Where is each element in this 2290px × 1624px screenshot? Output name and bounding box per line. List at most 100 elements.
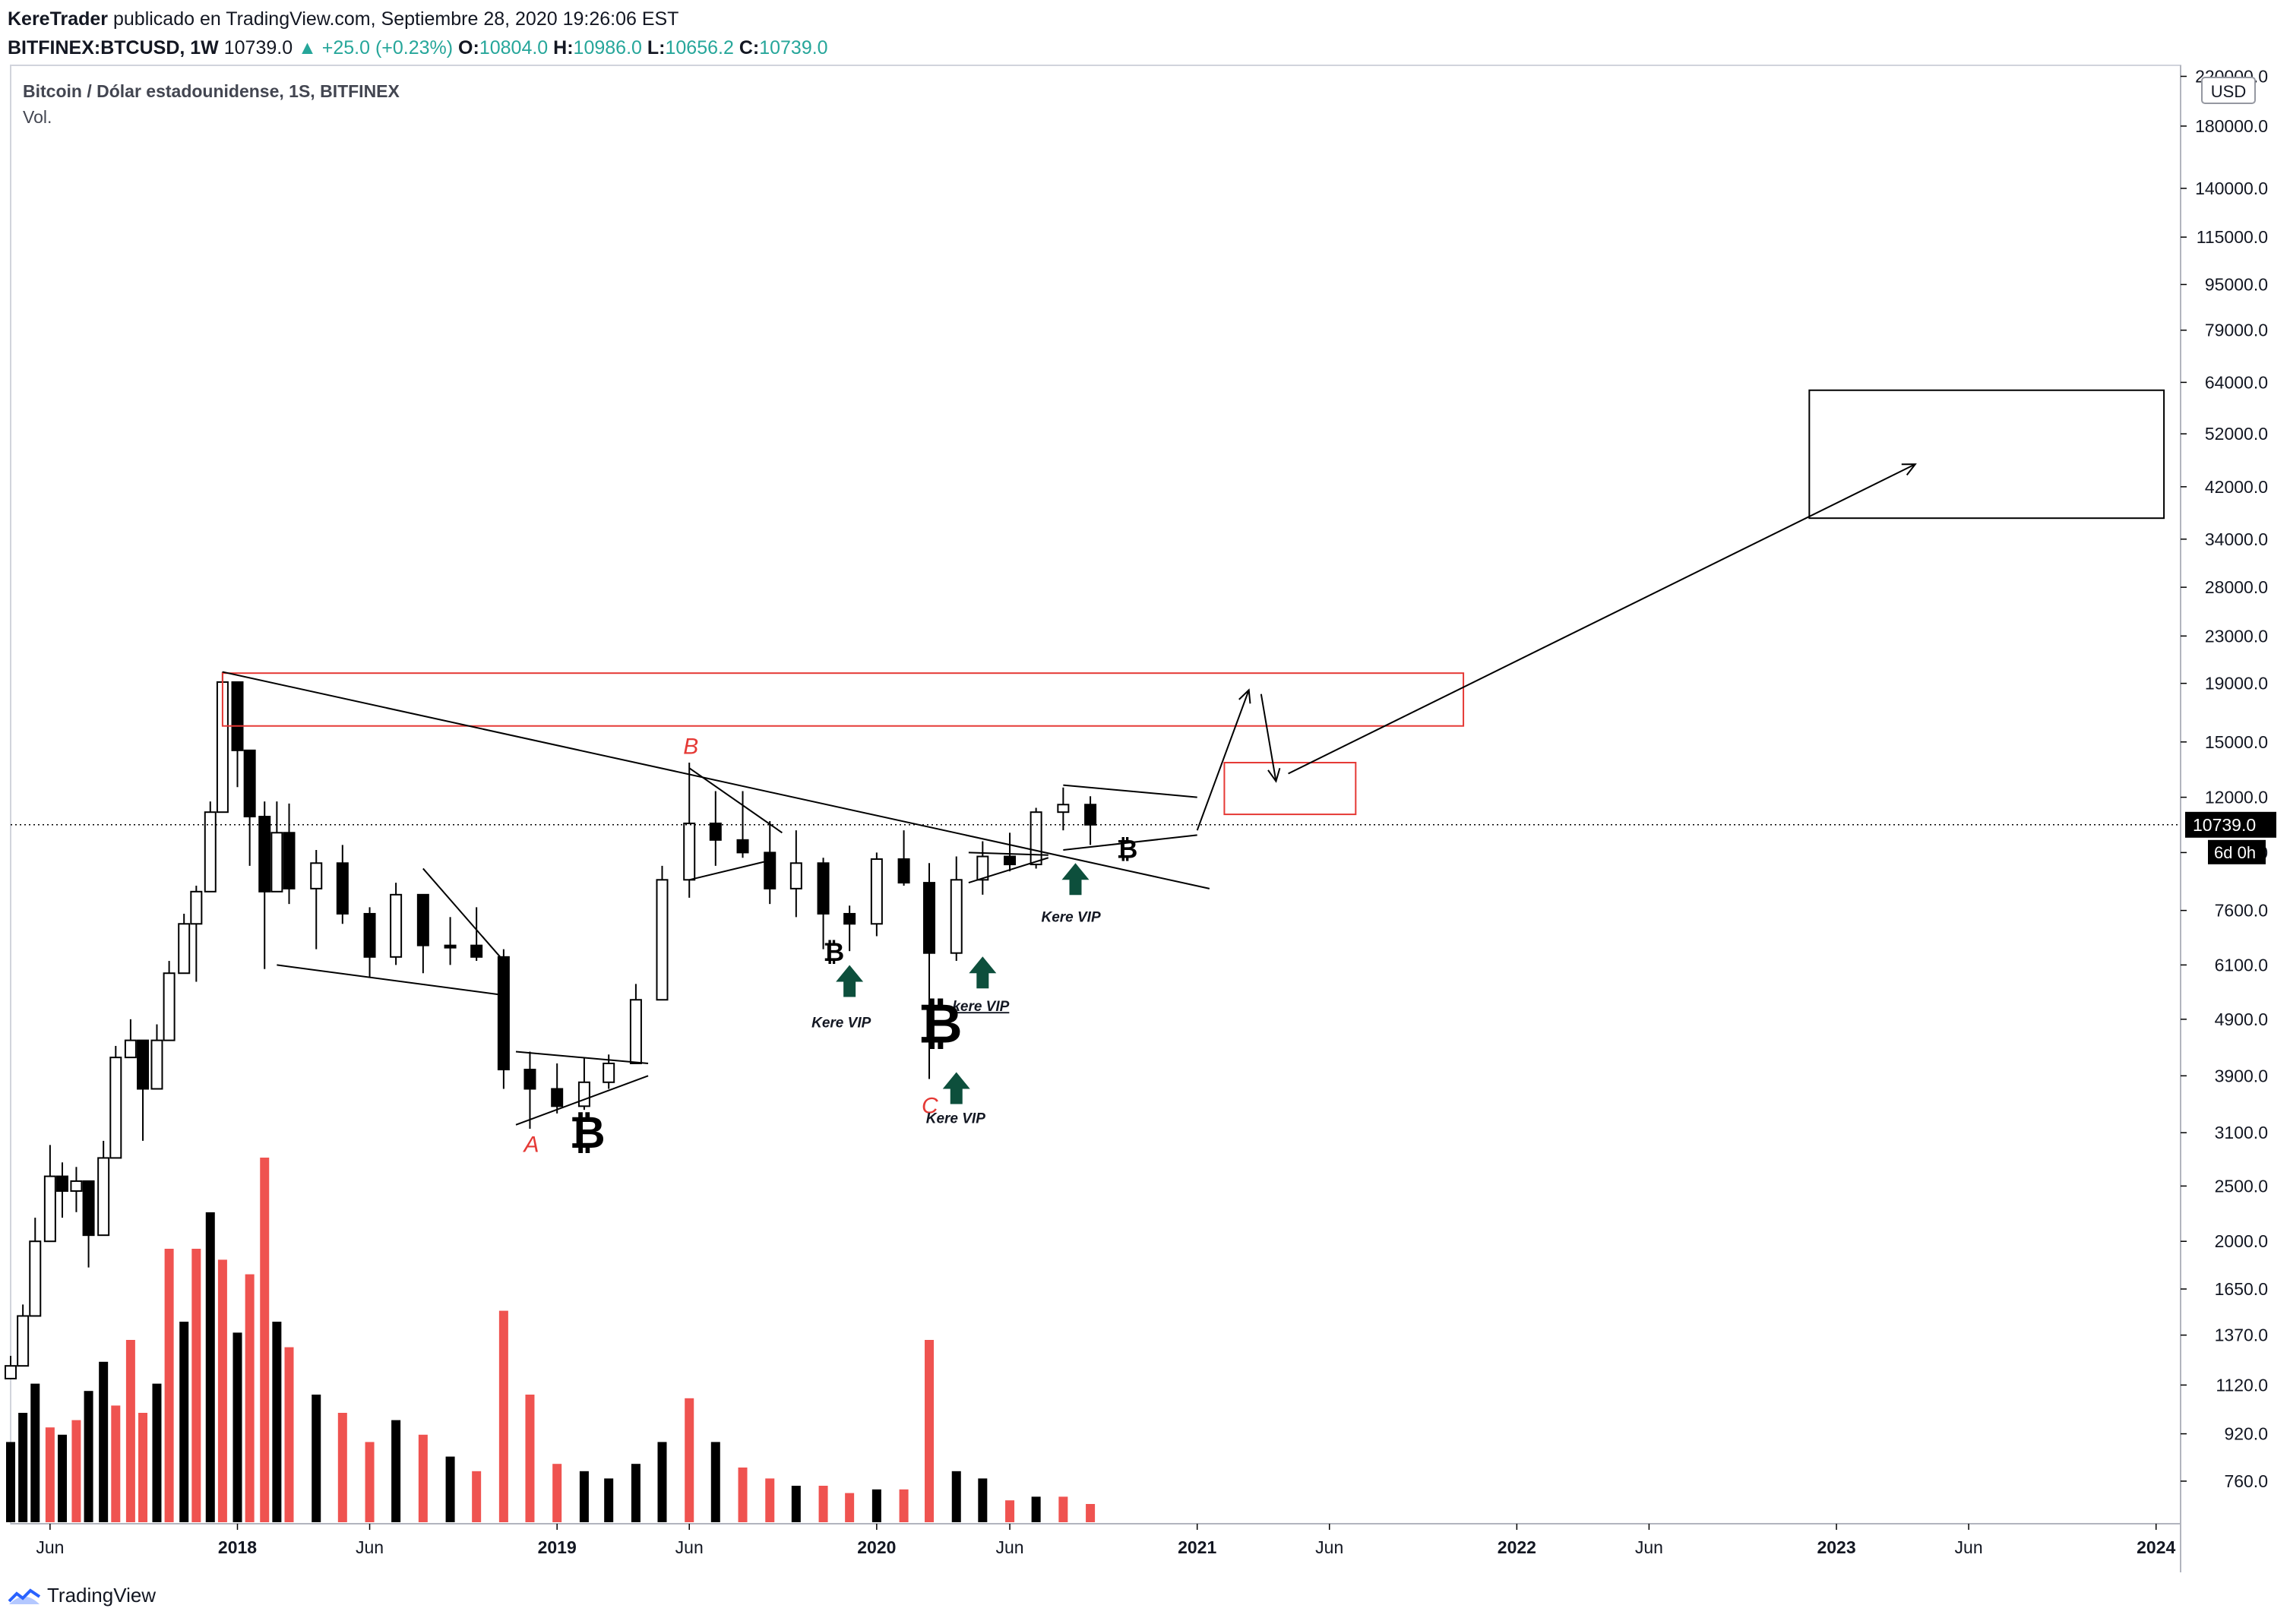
- candle-body: [5, 1365, 17, 1379]
- pattern-line: [277, 964, 504, 997]
- volume-bar: [552, 1464, 562, 1522]
- price-tick-label: 6100.0: [2215, 955, 2268, 975]
- candle-body: [243, 749, 256, 818]
- volume-bar: [191, 1249, 201, 1522]
- time-tick-label: 2023: [1817, 1537, 1855, 1557]
- up-arrow-marker: [836, 965, 864, 997]
- price-axis[interactable]: 220000.0180000.0140000.0115000.095000.07…: [2181, 67, 2268, 1491]
- chart-frame: [10, 65, 2181, 1524]
- candle-body: [1057, 804, 1070, 814]
- volume-bar: [525, 1395, 535, 1522]
- symbol-label[interactable]: BITFINEX:BTCUSD, 1W: [8, 37, 219, 58]
- time-tick-label: 2018: [218, 1537, 257, 1557]
- volume-bar: [30, 1383, 40, 1522]
- author-name[interactable]: KereTrader: [8, 8, 109, 30]
- volume-bars: [6, 1158, 1096, 1522]
- candle-body: [416, 893, 429, 946]
- time-axis[interactable]: Jun 2018 Jun 2019 Jun 2020 Jun 2021 Jun 2022 Jun 20…: [36, 1524, 2176, 1557]
- volume-bar: [445, 1456, 455, 1522]
- price-tick-label: 28000.0: [2205, 577, 2268, 597]
- price-tick-label: 3100.0: [2215, 1123, 2268, 1142]
- price-tick-label: 1120.0: [2216, 1375, 2268, 1395]
- time-tick-label: Jun: [36, 1537, 64, 1557]
- candle-body: [137, 1039, 150, 1090]
- bitcoin-icon: ₿: [569, 1107, 605, 1158]
- time-tick-label: 2024: [2137, 1537, 2175, 1557]
- up-arrow-marker: [969, 956, 997, 989]
- publish-info: publicado en TradingView.com, Septiembre…: [112, 8, 679, 30]
- volume-bar: [925, 1340, 935, 1522]
- volume-bar: [951, 1471, 961, 1522]
- low-label: L:: [647, 37, 666, 58]
- price-tick-label: 52000.0: [2205, 424, 2268, 444]
- volume-bar: [152, 1383, 162, 1522]
- time-tick-label: Jun: [996, 1537, 1024, 1557]
- wave-b-label: B: [683, 734, 698, 759]
- volume-bar: [871, 1489, 881, 1522]
- close-value: 10739.0: [759, 37, 828, 58]
- low-value: 10656.2: [665, 37, 734, 58]
- candle-body: [923, 882, 936, 954]
- candle-body: [29, 1240, 42, 1317]
- time-tick-label: 2019: [538, 1537, 577, 1557]
- retest-zone: [1223, 761, 1357, 816]
- price-tick-label: 42000.0: [2205, 477, 2268, 497]
- volume-bar: [791, 1486, 801, 1522]
- pattern-line: [688, 859, 770, 881]
- price-tick-label: 19000.0: [2205, 674, 2268, 694]
- volume-bar: [1005, 1500, 1015, 1522]
- pattern-line: [968, 851, 1049, 856]
- candle-body: [270, 832, 283, 893]
- volume-bar: [111, 1405, 121, 1522]
- candle-body: [190, 890, 203, 925]
- candle-body: [843, 912, 856, 925]
- time-tick-label: Jun: [356, 1537, 384, 1557]
- volume-bar: [418, 1434, 428, 1522]
- price-tick-label: 2000.0: [2215, 1231, 2268, 1251]
- legend-volume: Vol.: [23, 107, 52, 127]
- volume-bar: [164, 1249, 174, 1522]
- volume-bar: [272, 1322, 282, 1522]
- volume-bar: [472, 1471, 482, 1522]
- volume-bar: [6, 1442, 15, 1522]
- price-tick-label: 920.0: [2224, 1424, 2268, 1444]
- volume-bar: [84, 1391, 93, 1522]
- volume-bar: [498, 1310, 508, 1522]
- candle-body: [310, 862, 323, 889]
- price-tick-label: 79000.0: [2205, 321, 2268, 340]
- candle-body: [97, 1157, 110, 1237]
- candle-body: [70, 1180, 83, 1192]
- volume-bar: [365, 1442, 375, 1522]
- last-price-tag-label: 10739.0: [2193, 815, 2256, 835]
- kere-vip-label-1: Kere VIP: [811, 1015, 871, 1031]
- volume-bar: [138, 1413, 148, 1522]
- candle-body: [523, 1069, 536, 1090]
- high-label: H:: [553, 37, 574, 58]
- pattern-line: [515, 1051, 649, 1064]
- tradingview-logo-icon[interactable]: [8, 1586, 41, 1606]
- candle-body: [551, 1088, 564, 1107]
- time-tick-label: Jun: [675, 1537, 704, 1557]
- candle-body: [470, 944, 483, 958]
- pattern-line: [515, 1075, 649, 1126]
- resistance-zone: [221, 672, 1465, 727]
- open-label: O:: [458, 37, 479, 58]
- pattern-line: [1063, 784, 1197, 798]
- last-price-tag: [2185, 811, 2276, 838]
- candle-body: [43, 1175, 56, 1243]
- kere-vip-label-3: Kere VIP: [926, 1111, 985, 1126]
- currency-badge[interactable]: [2201, 77, 2256, 104]
- volume-bar: [391, 1420, 401, 1522]
- candle-body: [1004, 855, 1017, 866]
- candle-body: [577, 1081, 590, 1107]
- drawings: [11, 389, 2181, 1126]
- tradingview-brand[interactable]: TradingView: [47, 1584, 157, 1607]
- bitcoin-icon: ₿: [1117, 834, 1138, 864]
- breakout-arrow: [1196, 690, 1250, 831]
- candle-body: [231, 681, 244, 751]
- open-value: 10804.0: [479, 37, 549, 58]
- price-tick-label: 34000.0: [2205, 529, 2268, 549]
- volume-bar: [631, 1464, 641, 1522]
- price-tick-label: 1370.0: [2215, 1325, 2268, 1345]
